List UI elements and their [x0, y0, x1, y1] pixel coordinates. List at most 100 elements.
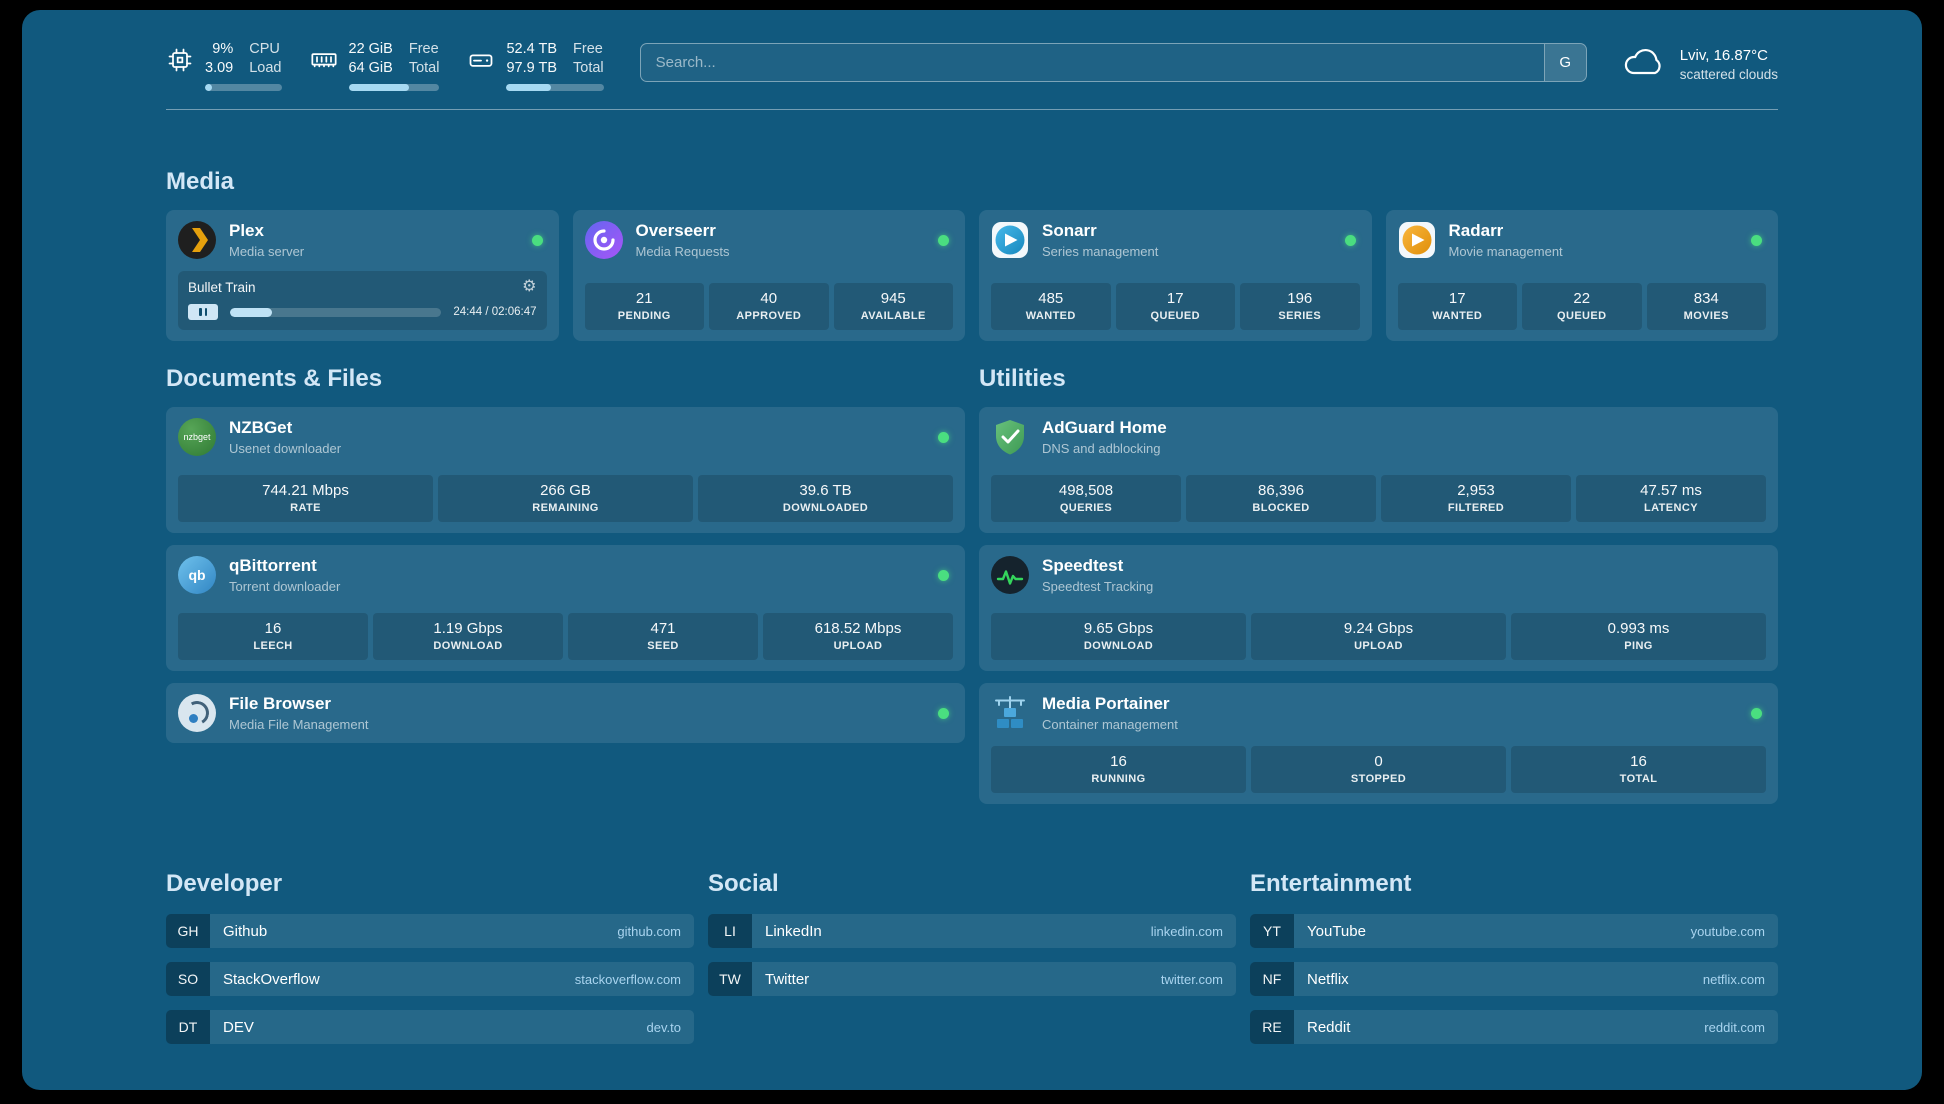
status-dot — [938, 569, 949, 581]
bookmark-url: stackoverflow.com — [574, 971, 681, 987]
disk-free-value: 52.4 TB — [506, 41, 558, 57]
portainer-crane-icon — [991, 694, 1029, 732]
service-description: Media server — [229, 244, 305, 259]
bookmark-abbr: RE — [1250, 1010, 1294, 1044]
disk-icon — [467, 40, 495, 79]
playback-time: 24:44 / 02:06:47 — [453, 306, 537, 318]
topbar-divider — [166, 109, 1778, 110]
stat-stopped: 0 STOPPED — [1251, 746, 1506, 793]
bookmark-linkedin[interactable]: LI LinkedIn linkedin.com — [708, 914, 1236, 948]
stat-queries: 498,508 QUERIES — [991, 475, 1181, 522]
nzbget-icon: nzbget — [178, 418, 216, 456]
service-card-filebrowser[interactable]: File Browser Media File Management — [166, 683, 965, 743]
bookmark-github[interactable]: GH Github github.com — [166, 914, 694, 948]
service-name: Speedtest — [1042, 556, 1124, 575]
bookmark-twitter[interactable]: TW Twitter twitter.com — [708, 962, 1236, 996]
section-documents-files: Documents & Files nzbget NZBGet Usenet d… — [166, 365, 965, 816]
memory-total-value: 64 GiB — [348, 60, 393, 76]
section-title-entertainment: Entertainment — [1250, 870, 1412, 897]
bookmark-dev[interactable]: DT DEV dev.to — [166, 1010, 694, 1044]
bookmark-url: dev.to — [646, 1019, 681, 1035]
service-name: Plex — [229, 221, 264, 240]
service-description: Torrent downloader — [229, 579, 341, 594]
stat-pending: 21 PENDING — [584, 283, 704, 330]
bookmark-stackoverflow[interactable]: SO StackOverflow stackoverflow.com — [166, 962, 694, 996]
service-name: Sonarr — [1042, 221, 1097, 240]
memory-icon — [310, 40, 338, 79]
sonarr-icon — [991, 221, 1029, 259]
nzbget-icon-text: nzbget — [183, 432, 211, 442]
pause-button[interactable] — [188, 304, 218, 320]
status-dot — [938, 431, 949, 443]
search-input[interactable] — [640, 44, 1544, 81]
service-name: qBittorrent — [229, 556, 317, 575]
stat-blocked: 86,396 BLOCKED — [1186, 475, 1376, 522]
status-dot — [531, 234, 543, 246]
service-description: Media Requests — [635, 244, 730, 259]
cpu-load-value: 3.09 — [205, 60, 234, 76]
service-card-qbittorrent[interactable]: qb qBittorrent Torrent downloader 16 LEE… — [166, 545, 965, 671]
service-description: Container management — [1042, 717, 1178, 732]
stat-downloaded: 39.6 TB DOWNLOADED — [698, 475, 953, 522]
weather-condition: scattered clouds — [1679, 67, 1778, 82]
bookmark-abbr: TW — [708, 962, 752, 996]
service-card-speedtest[interactable]: Speedtest Speedtest Tracking 9.65 Gbps D… — [979, 545, 1778, 671]
bookmark-name: Netflix — [1307, 970, 1349, 988]
disk-total-value: 97.9 TB — [506, 60, 558, 76]
stat-total: 16 TOTAL — [1511, 746, 1766, 793]
weather-widget: Lviv, 16.87°C scattered clouds — [1621, 42, 1778, 87]
bookmark-url: reddit.com — [1704, 1019, 1765, 1035]
stat-running: 16 RUNNING — [991, 746, 1246, 793]
stat-queued: 17 QUEUED — [1115, 283, 1235, 330]
stat-latency: 47.57 ms LATENCY — [1576, 475, 1766, 522]
plex-now-playing: Bullet Train ⚙ 24:44 / 02:06:47 — [178, 271, 547, 330]
stat-series: 196 SERIES — [1240, 283, 1360, 330]
stat-upload: 618.52 Mbps UPLOAD — [763, 613, 953, 660]
service-description: Speedtest Tracking — [1042, 579, 1154, 594]
cpu-icon — [166, 40, 194, 79]
stat-upload: 9.24 Gbps UPLOAD — [1251, 613, 1506, 660]
memory-progress-bar — [348, 84, 440, 91]
bookmark-group-social: Social LI LinkedIn linkedin.com TW Twitt… — [708, 870, 1236, 1058]
status-dot — [938, 234, 949, 246]
qbittorrent-icon-text: qb — [188, 567, 206, 583]
bookmark-netflix[interactable]: NF Netflix netflix.com — [1250, 962, 1778, 996]
service-description: Media File Management — [229, 717, 369, 732]
service-card-plex[interactable]: Plex Media server Bullet Train ⚙ — [166, 210, 559, 341]
bookmark-youtube[interactable]: YT YouTube youtube.com — [1250, 914, 1778, 948]
stat-ping: 0.993 ms PING — [1511, 613, 1766, 660]
disk-progress-bar — [506, 84, 604, 91]
stat-leech: 16 LEECH — [178, 613, 368, 660]
qbittorrent-icon: qb — [178, 556, 216, 594]
service-description: Series management — [1042, 244, 1159, 259]
service-card-sonarr[interactable]: Sonarr Series management 485 WANTED 17 Q… — [979, 210, 1372, 341]
bookmark-name: StackOverflow — [223, 970, 320, 988]
bookmark-url: linkedin.com — [1150, 923, 1223, 939]
service-card-overseerr[interactable]: Overseerr Media Requests 21 PENDING 40 A… — [572, 210, 965, 341]
service-card-radarr[interactable]: Radarr Movie management 17 WANTED 22 QUE… — [1385, 210, 1778, 341]
bookmark-abbr: SO — [166, 962, 210, 996]
service-card-portainer[interactable]: Media Portainer Container management 16 … — [979, 683, 1778, 804]
cpu-widget: 9% 3.09 CPU Load — [166, 40, 282, 91]
bookmark-abbr: NF — [1250, 962, 1294, 996]
section-title-utilities: Utilities — [979, 365, 1066, 392]
bookmark-reddit[interactable]: RE Reddit reddit.com — [1250, 1010, 1778, 1044]
stat-seed: 471 SEED — [568, 613, 758, 660]
gear-icon[interactable]: ⚙ — [522, 278, 537, 295]
bookmark-group-developer: Developer GH Github github.com SO StackO… — [166, 870, 694, 1058]
search-provider-button[interactable]: G — [1543, 44, 1586, 81]
section-title-developer: Developer — [166, 870, 283, 897]
stat-wanted: 17 WANTED — [1397, 283, 1517, 330]
bookmark-name: YouTube — [1307, 922, 1366, 940]
stat-movies: 834 MOVIES — [1646, 283, 1766, 330]
stat-download: 1.19 Gbps DOWNLOAD — [373, 613, 563, 660]
service-card-adguard[interactable]: AdGuard Home DNS and adblocking 498,508 … — [979, 407, 1778, 533]
service-card-nzbget[interactable]: nzbget NZBGet Usenet downloader 744.21 M… — [166, 407, 965, 533]
speedtest-pulse-icon — [991, 556, 1029, 594]
cloud-icon — [1621, 42, 1667, 87]
bookmark-name: Github — [223, 922, 268, 940]
bookmark-name: Twitter — [765, 970, 810, 988]
bookmark-abbr: YT — [1250, 914, 1294, 948]
disk-progress-fill — [506, 84, 552, 91]
cpu-progress-fill — [205, 84, 212, 91]
